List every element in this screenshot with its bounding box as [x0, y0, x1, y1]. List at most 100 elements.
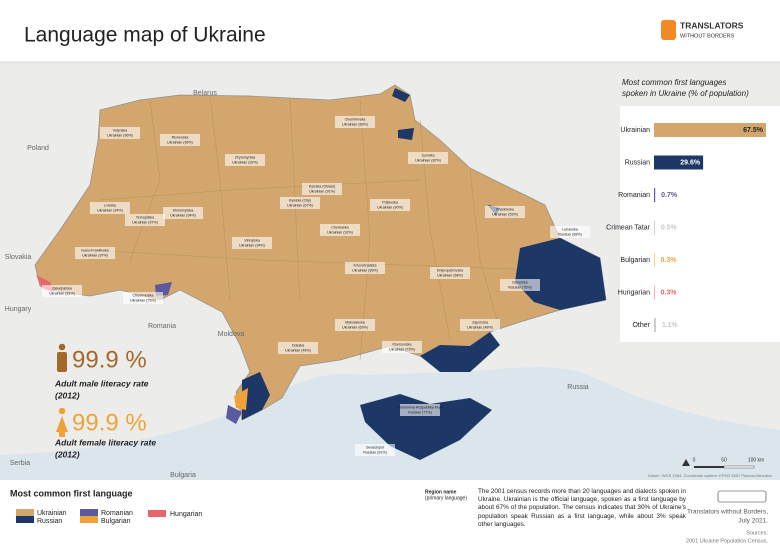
region-language: Russian (75%)	[508, 285, 532, 289]
region-name: Ivano-Frankivska	[81, 248, 108, 252]
region-name: Avtonomna Respublika Krym	[397, 405, 443, 409]
region-label-box	[75, 247, 115, 259]
region-label-box	[355, 444, 395, 456]
credit: Translators without Borders,	[687, 509, 768, 516]
bar	[654, 318, 656, 332]
legend-label: Russian	[37, 518, 62, 525]
chart-panel	[620, 106, 780, 342]
scale-label: 50	[721, 457, 727, 463]
region-name: Zaporizka	[472, 320, 488, 324]
logo: TRANSLATORS WITHOUT BORDERS	[661, 20, 744, 40]
stat-value: 99.9 %	[72, 346, 147, 373]
region-label-box	[320, 224, 360, 236]
region-language: Ukrainian (97%)	[132, 220, 158, 224]
category-label: Russian	[625, 159, 650, 166]
region-language: Ukrainian (91%)	[309, 189, 335, 193]
romanian-area	[155, 282, 242, 424]
russian-area	[420, 332, 500, 372]
stat-value: 99.9 %	[72, 409, 147, 436]
region-label-box	[382, 341, 422, 353]
legend-title: Most common first language	[10, 488, 133, 498]
region-name: Chernivetska	[133, 293, 154, 297]
category-label: Ukrainian	[620, 127, 650, 134]
chart-title: spoken in Ukraine (% of population)	[622, 89, 749, 98]
region-name: Sumska	[422, 153, 435, 157]
region-language: Ukrainian (92%)	[232, 160, 258, 164]
scale-label: 100 km	[748, 457, 764, 463]
value-label: 67.5%	[743, 127, 764, 134]
region-label-box	[400, 404, 440, 416]
value-label: 29.6%	[680, 159, 701, 166]
region-name: Khmelnytska	[173, 208, 194, 212]
legend-label: Hungarian	[170, 511, 202, 518]
bar	[654, 155, 704, 170]
region-name: Kyivska (Oblast)	[309, 184, 335, 188]
logo-text: TRANSLATORS	[680, 20, 744, 30]
region-label-box	[280, 197, 320, 209]
legend-label: Bulgarian	[101, 518, 131, 525]
region-label-box	[485, 206, 525, 218]
country-label: Serbia	[10, 460, 30, 467]
datum: Datum: WGS 1984. Coordinate system: EPSG…	[648, 473, 773, 478]
value-label: 0.3%	[660, 289, 677, 296]
region-label-box	[42, 285, 82, 297]
stats: 99.9 % Adult male literacy rate (2012) 9…	[54, 343, 156, 459]
russian-area	[515, 238, 606, 310]
region-language: Ukrainian (94%)	[170, 213, 196, 217]
region-label-box	[225, 154, 265, 166]
region-name: Lvivska	[104, 203, 116, 207]
region-name: Volynska	[113, 128, 127, 132]
region-name: Cherkaska	[331, 225, 348, 229]
scale-label: 0	[693, 457, 696, 463]
region-name: Donetska	[512, 280, 527, 284]
russian-area	[392, 88, 500, 216]
region-label-box	[163, 207, 203, 219]
cc-badge	[717, 490, 767, 503]
stat-year: (2012)	[55, 390, 80, 400]
legend-swatch	[148, 510, 166, 517]
category-label: Other	[632, 322, 650, 329]
region-label-box	[408, 152, 448, 164]
bulgarian-area	[234, 388, 248, 410]
stat-label: Adult male literacy rate	[54, 378, 149, 388]
region-name: Dnipropetrovska	[437, 268, 463, 272]
legend: Most common first language Ukrainian Rus…	[10, 488, 467, 524]
scale-segment	[723, 465, 755, 469]
region-label-box	[278, 342, 318, 354]
chart-title: Most common first languages	[622, 78, 727, 87]
region-language: Ukrainian (96%)	[167, 140, 193, 144]
country-label: Hungary	[5, 306, 32, 313]
region-language: Ukrainian (48%)	[467, 325, 493, 329]
region-label-box	[460, 319, 500, 331]
bar	[654, 123, 766, 137]
region-language: Ukrainian (68%)	[437, 273, 463, 277]
region-name: Vinnytska	[244, 238, 260, 242]
country-label: Bulgaria	[170, 472, 196, 479]
region-label-box	[125, 214, 165, 226]
region-label-box	[90, 202, 130, 214]
region-name: Mykolaivska	[345, 320, 365, 324]
credit: Sources:	[746, 530, 768, 536]
country-label: Romania	[148, 323, 176, 330]
value-label: 1.1%	[662, 322, 679, 329]
region-language: Ukrainian (53%)	[492, 212, 518, 216]
region-name: Ternopilska	[136, 215, 154, 219]
region-language: Ukrainian (69%)	[342, 325, 368, 329]
region-label-box	[430, 267, 470, 279]
region-language: Ukrainian (92%)	[327, 230, 353, 234]
region-label-box	[100, 127, 140, 139]
region-language: Ukrainian (90%)	[377, 205, 403, 209]
country-label: Poland	[27, 145, 49, 152]
region-label-box	[550, 226, 590, 238]
crimea	[360, 394, 492, 460]
region-name: Luhanska	[562, 227, 578, 231]
region-label-box	[370, 199, 410, 211]
value-label: 0.7%	[661, 192, 678, 199]
region-language: Ukrainian (94%)	[97, 208, 123, 212]
bar	[654, 220, 655, 235]
bar	[654, 188, 656, 202]
region-name: Sevastopol	[366, 445, 384, 449]
region-label-box	[232, 237, 272, 249]
credit: 2001 Ukraine Population Census.	[686, 538, 768, 544]
